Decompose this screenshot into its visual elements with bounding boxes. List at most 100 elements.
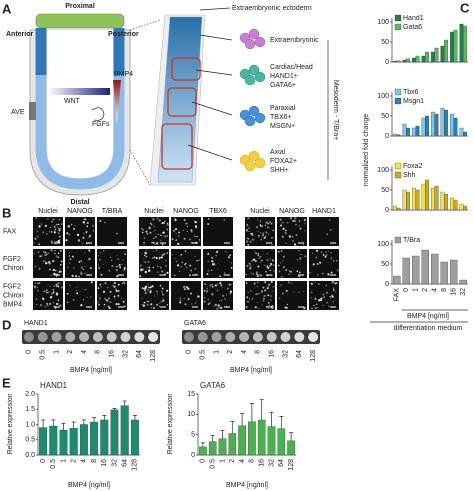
cell-signal: [68, 251, 70, 253]
cell-signal: [52, 302, 55, 304]
cell-signal: [259, 293, 261, 295]
cell-signal: [199, 239, 201, 241]
cell-signal: [35, 298, 38, 300]
cell-signal: [91, 224, 95, 228]
cell-signal: [207, 223, 210, 226]
cell-signal: [149, 291, 152, 294]
bar: [453, 29, 458, 63]
bar: [463, 131, 467, 137]
cell-signal: [260, 225, 262, 227]
cell-signal: [144, 285, 148, 288]
blot-label: HAND1: [24, 320, 48, 327]
cell-signal: [115, 268, 118, 272]
cell-signal: [82, 221, 85, 224]
cell-signal: [80, 266, 84, 269]
bar: [450, 31, 454, 63]
cell-signal: [248, 262, 251, 265]
cell-signal: [147, 283, 149, 285]
cell-signal: [228, 283, 231, 286]
cell-signal: [270, 263, 273, 267]
bar: [434, 113, 439, 137]
category-label: 16: [269, 350, 276, 358]
x-tick-label: FAX: [394, 288, 401, 302]
cell-signal: [80, 272, 83, 275]
x-tick-label: 2: [229, 459, 236, 463]
cell-signal: [103, 250, 105, 252]
cell-signal: [54, 224, 56, 226]
cell-signal: [331, 281, 334, 284]
cell-signal: [35, 252, 37, 254]
cell-signal: [158, 219, 161, 222]
cell-signal: [291, 239, 294, 242]
cell-signal: [272, 269, 275, 272]
column-header: NANOG: [67, 208, 93, 215]
cell-signal: [327, 250, 329, 252]
category-label: 0: [26, 350, 33, 354]
row-label: FGF2: [3, 283, 21, 290]
cell-signal: [117, 258, 120, 261]
cell-signal: [149, 226, 151, 228]
cell-signal: [59, 270, 62, 273]
bar: [459, 23, 464, 63]
cell-signal: [270, 298, 272, 300]
cell-signal: [165, 291, 167, 293]
cell-signal: [159, 284, 162, 287]
bar: [257, 419, 266, 456]
cell-signal: [268, 227, 270, 229]
cell-signal: [295, 223, 298, 226]
cell-signal: [175, 232, 177, 235]
cell-signal: [207, 252, 210, 255]
axis-title: BMP4 [ng/ml]: [230, 367, 272, 374]
micrograph: [277, 281, 307, 310]
cell-signal: [67, 292, 70, 294]
y-tick-label: 0: [385, 133, 389, 140]
x-tick-label: 64: [278, 459, 285, 467]
bar: [49, 425, 58, 456]
cell-signal: [47, 252, 49, 254]
cell-signal: [246, 296, 249, 299]
cell-signal: [186, 266, 188, 268]
category-label: 128: [150, 350, 157, 362]
row-label: FGF2: [3, 256, 21, 263]
x-tick-label: 128: [132, 459, 139, 471]
cell-signal: [211, 256, 214, 260]
cell-signal: [256, 292, 259, 295]
gel-spot: [106, 332, 117, 342]
cell-signal: [171, 253, 173, 256]
cell-signal: [154, 229, 156, 232]
gel-spot: [37, 332, 48, 342]
cell-signal: [159, 266, 162, 270]
gel-spot: [183, 332, 194, 342]
cell-signal: [257, 254, 259, 257]
cell-signal: [84, 288, 87, 291]
cell-signal: [162, 261, 164, 263]
cell-signal: [108, 269, 110, 272]
cell-signal: [59, 263, 62, 266]
label: Mesoderm - T/Bra+: [332, 80, 339, 140]
cell-signal: [304, 230, 306, 232]
cell-signal: [247, 301, 250, 304]
cell-signal: [191, 231, 193, 233]
label: FGFs: [92, 121, 110, 128]
cell-signal: [254, 260, 257, 262]
cell-signal: [97, 255, 99, 257]
bar: [412, 255, 420, 285]
cell-signal: [83, 252, 86, 254]
cell-signal: [144, 289, 146, 292]
cell-signal: [270, 299, 272, 301]
cell-signal: [173, 274, 176, 277]
cell-signal: [57, 240, 60, 243]
cell-signal: [119, 266, 122, 269]
cell-signal: [210, 269, 213, 271]
cell-signal: [247, 217, 249, 220]
category-label: 16: [109, 350, 116, 358]
cell-signal: [164, 220, 166, 223]
cell-signal: [263, 236, 266, 240]
cell-signal: [227, 256, 231, 259]
cell-signal: [58, 232, 60, 234]
cell-signal: [103, 307, 105, 309]
cell-signal: [46, 302, 49, 305]
cell-signal: [214, 284, 217, 287]
cell-signal: [148, 269, 151, 272]
cell-signal: [267, 267, 270, 270]
